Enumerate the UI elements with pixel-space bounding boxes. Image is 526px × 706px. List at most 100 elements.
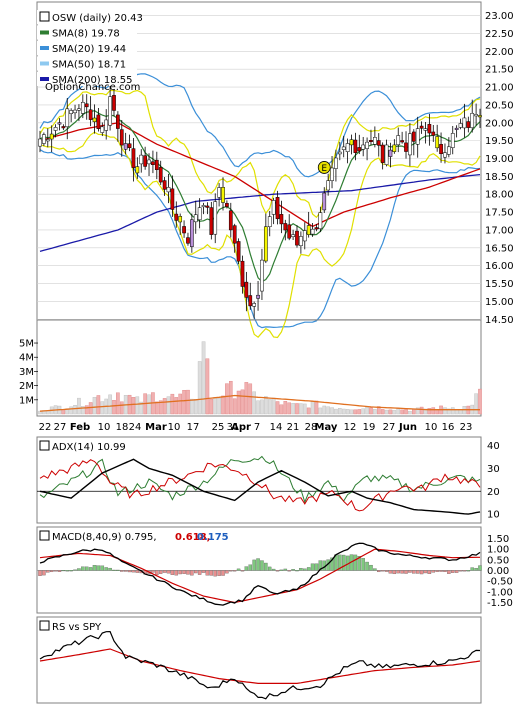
candle-body [123,143,128,150]
candle-body [423,128,428,131]
candle-body [357,147,362,152]
macd-histogram-bar [225,570,229,574]
volume-bar [365,407,369,415]
macd-histogram-bar [412,570,416,574]
bollinger-lower [39,149,481,329]
volume-bar [450,407,455,415]
volume-bar [100,401,105,415]
legend-label: OSW (daily) 20.43 [52,13,143,24]
volume-bar [108,394,112,415]
macd-histogram-bar [314,563,319,571]
macd-histogram-bar [151,570,155,573]
x-tick-label: 10 [98,422,111,433]
macd-histogram-bar [404,570,408,574]
candle-body [248,295,253,307]
volume-bar [384,409,389,415]
macd-histogram-bar [155,570,159,576]
volume-bar [260,399,264,415]
plus-di-line [39,455,481,504]
candle-body [299,236,303,247]
price-tick-label: 19.00 [485,154,514,165]
candle-body [474,114,478,117]
sma200-line [39,173,481,253]
macd-histogram-bar [458,570,463,572]
candle-body [318,212,323,230]
volume-bar [310,401,315,415]
candle-body [337,151,342,155]
candle-body [166,187,171,193]
macd-histogram-bar [380,570,385,572]
rs-sma-line [39,648,481,684]
volume-bar [302,403,307,415]
macd-tick-label: 1.00 [487,545,509,556]
volume-panel: 5M 4M 3M 2M 1M [19,319,482,417]
legend-bg [37,10,137,24]
macd-histogram-bar [384,570,389,572]
candle-body [193,214,198,223]
candle-body [92,117,97,123]
volume-tick-label: 1M [19,395,34,406]
macd-histogram-bar [84,566,89,571]
price-tick-label: 20.00 [485,118,514,129]
macd-histogram-bar [353,554,358,571]
volume-bar [158,400,163,415]
macd-histogram-bar [369,564,373,571]
volume-bar [190,398,194,415]
macd-histogram-bar [61,570,66,572]
legend-swatch [40,61,49,66]
candle-body [225,203,229,207]
candle-body [443,152,447,158]
macd-histogram-bar [190,570,194,576]
macd-histogram-bar [252,559,256,571]
candle-body [252,303,257,307]
macd-histogram-bar [466,570,471,572]
volume-bar [357,409,362,415]
macd-histogram-bar [443,570,447,572]
legend-bg [37,41,137,55]
candle-body [411,131,416,142]
price-tick-label: 16.50 [485,243,514,254]
volume-bar [345,409,350,415]
macd-histogram-bar [108,567,112,571]
volume-bar [267,399,272,415]
macd-histogram-bar [423,570,428,574]
rs-title: RS vs SPY [39,620,102,633]
volume-bar [283,401,288,415]
macd-histogram-bar [158,570,163,574]
volume-bar [361,408,365,415]
volume-bar [147,394,151,415]
macd-histogram-bar [73,569,77,571]
candle-body [77,108,81,111]
macd-histogram-bar [392,570,397,575]
x-tick-label: 25 [212,422,225,433]
volume-bar [369,407,373,415]
candle-body [275,197,280,220]
x-tick-label: 23 [460,422,473,433]
candle-body [361,144,366,150]
volume-bar [478,388,482,415]
candle-body [170,188,175,210]
volume-bar [201,341,206,415]
candle-body [454,127,459,130]
volume-bar [388,409,393,415]
earnings-marker [317,161,331,174]
candle-body [127,143,132,148]
volume-bar [197,361,202,415]
macd-histogram-bar [357,555,362,571]
candle-body [73,109,77,114]
keltner-lower [39,131,481,339]
x-tick-label: May [315,422,338,433]
candle-body [384,144,389,165]
macd-histogram-bar [256,558,260,571]
candle-body [302,230,307,242]
candle-body [263,226,268,262]
adx-tick-label: 10 [487,510,500,521]
candle-body [439,144,443,155]
volume-bar [380,409,385,415]
candle-body [287,224,292,239]
volume-bar [474,393,478,415]
volume-bar [193,399,198,415]
svg-text:0.175: 0.175 [197,532,229,543]
volume-bar [166,396,171,415]
volume-bar [299,403,303,415]
